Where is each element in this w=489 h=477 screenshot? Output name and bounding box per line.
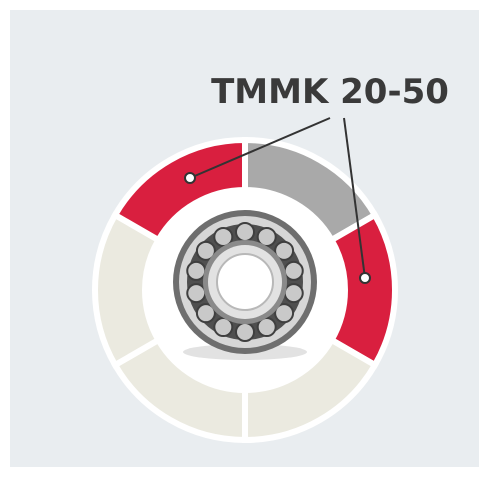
roller: [187, 262, 205, 280]
roller: [285, 284, 303, 302]
roller: [285, 262, 303, 280]
roller: [236, 223, 254, 241]
part-label: TMMK 20-50: [211, 72, 449, 112]
leader-dot: [185, 173, 195, 183]
leader-dot: [360, 273, 370, 283]
diagram: TMMK 20-50: [0, 0, 489, 477]
roller: [187, 284, 205, 302]
page: {"label": "TMMK 20-50"} TMMK 20-50 (() =…: [0, 0, 489, 477]
bore: [217, 254, 273, 310]
roller: [236, 323, 254, 341]
